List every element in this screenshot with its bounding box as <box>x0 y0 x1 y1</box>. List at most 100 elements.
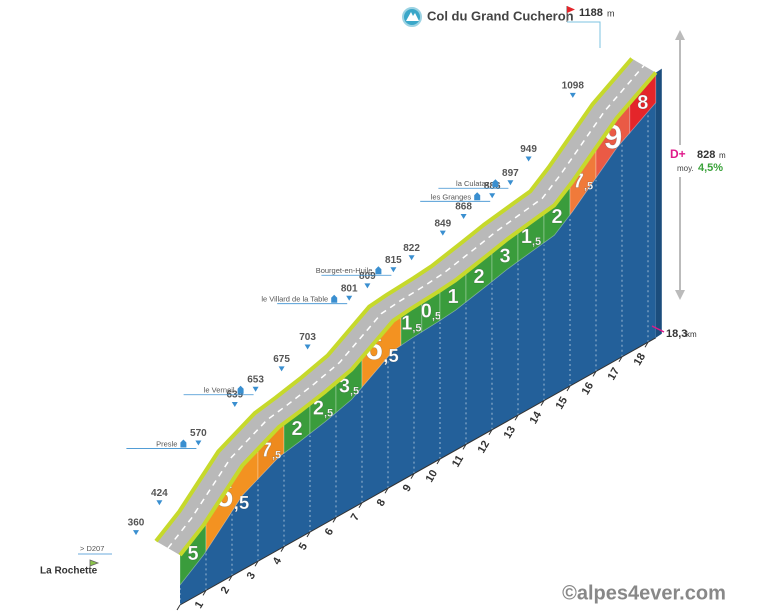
altitude-label: 809 <box>359 271 376 282</box>
altitude-marker <box>346 295 353 301</box>
altitude-label: 703 <box>299 332 316 343</box>
altitude-label: 675 <box>273 354 290 365</box>
altitude-label: 1098 <box>562 81 585 92</box>
place-icon <box>375 266 382 275</box>
altitude-marker <box>195 440 202 446</box>
altitude-marker <box>390 267 397 273</box>
height-label-bg <box>668 145 728 177</box>
length-value: 18,3 <box>666 328 687 340</box>
average-value: 4,5% <box>698 162 723 174</box>
gradient-label: 2 <box>291 418 302 440</box>
place-name: le Villard de la Table <box>261 295 328 304</box>
altitude-marker <box>304 344 311 350</box>
altitude-marker <box>252 386 259 392</box>
altitude-marker <box>525 156 532 162</box>
place-name: Presle <box>156 439 177 448</box>
altitude-label: 639 <box>226 390 243 401</box>
gradient-label: 8 <box>637 92 648 114</box>
place-icon <box>474 192 481 201</box>
altitude-marker <box>231 402 238 408</box>
gradient-label: 5 <box>187 543 198 565</box>
km-tick-label: 1 <box>193 599 206 610</box>
km-tick-label: 14 <box>528 409 545 426</box>
climb-label: D+ <box>670 147 686 161</box>
altitude-label: 360 <box>128 518 145 529</box>
km-tick-label: 12 <box>476 439 493 456</box>
profile-wall-end <box>655 68 662 338</box>
altitude-marker <box>156 500 163 506</box>
km-tick-label: 13 <box>502 424 519 441</box>
credit: ©alpes4ever.com <box>562 582 726 604</box>
altitude-label: 815 <box>385 255 402 266</box>
altitude-marker <box>133 530 139 536</box>
altitude-marker <box>408 255 415 261</box>
summit-altitude: 1188 <box>579 7 603 19</box>
km-tick-label: 5 <box>297 541 310 552</box>
km-tick-label: 8 <box>375 497 388 508</box>
altitude-marker <box>278 366 285 372</box>
gradient-label: 3,5 <box>339 376 359 398</box>
altitude-label: 822 <box>403 243 420 254</box>
gradient-label: 7,5 <box>261 440 281 462</box>
gradient-label: 1,5 <box>521 226 541 248</box>
km-tick-label: 7 <box>349 512 362 523</box>
road-surface <box>156 58 656 556</box>
col-icon-peak <box>406 12 419 21</box>
summit-flag <box>567 6 575 13</box>
altitude-marker <box>439 230 446 236</box>
altitude-label: 849 <box>434 218 451 229</box>
altitude-profile <box>178 71 658 557</box>
km-tick-label: 18 <box>632 351 649 368</box>
climb-value: 828 <box>697 149 715 161</box>
altitude-label: 424 <box>151 488 168 499</box>
place-icon <box>237 385 244 394</box>
average-label: moy. <box>677 164 694 173</box>
altitude-label: 949 <box>520 144 537 155</box>
altitude-label: 570 <box>190 428 207 439</box>
km-tick <box>176 604 181 611</box>
road-far-edge <box>154 57 634 543</box>
road-centre <box>167 65 645 549</box>
place-icon <box>492 179 499 188</box>
length-leader <box>651 325 665 333</box>
altitude-label: 897 <box>502 168 519 179</box>
place-icon <box>331 294 338 303</box>
gradient-label: 7,5 <box>573 171 593 193</box>
place-name: le Verneil <box>204 386 235 395</box>
length-unit: km <box>686 330 697 339</box>
km-tick-label: 4 <box>271 555 285 567</box>
place-name: la Culataz <box>456 179 490 188</box>
profile-wall <box>180 72 656 606</box>
km-tick-label: 15 <box>554 395 571 412</box>
altitude-marker <box>364 283 371 289</box>
summit-leader <box>567 21 601 48</box>
gradient-label: 2 <box>473 266 484 288</box>
road-note: > D207 <box>80 544 104 553</box>
layer-back: 012345678910111213141516171856,57,522,53… <box>126 57 662 614</box>
start-name: La Rochette <box>40 566 98 577</box>
km-tick-label: 17 <box>606 366 623 383</box>
gradient-label: 0,5 <box>421 301 441 323</box>
km-axis <box>179 337 657 606</box>
km-tick-label: 11 <box>450 453 466 469</box>
start-flag <box>89 559 100 570</box>
summit-unit: m <box>607 8 615 18</box>
chart-title: Col du Grand Cucheron <box>427 8 574 23</box>
altitude-label: 801 <box>341 283 358 294</box>
km-tick-label: 9 <box>401 483 414 494</box>
climb-unit: m <box>719 151 726 160</box>
altitude-marker <box>569 92 576 98</box>
gradient-label: 1,5 <box>401 313 421 335</box>
altitude-label: 868 <box>455 202 472 213</box>
gradient-label: 1 <box>447 286 458 308</box>
altitude-marker <box>507 180 514 186</box>
gradient-label: 2,5 <box>313 398 333 420</box>
km-tick-label: 10 <box>424 468 441 485</box>
place-name: Bourget-en-Huile <box>316 266 373 275</box>
km-tick-label: 2 <box>219 585 232 596</box>
gradient-label: 3 <box>499 245 510 267</box>
altitude-marker <box>460 214 467 220</box>
gradient-label: 2 <box>551 206 562 228</box>
place-icon <box>180 439 187 448</box>
